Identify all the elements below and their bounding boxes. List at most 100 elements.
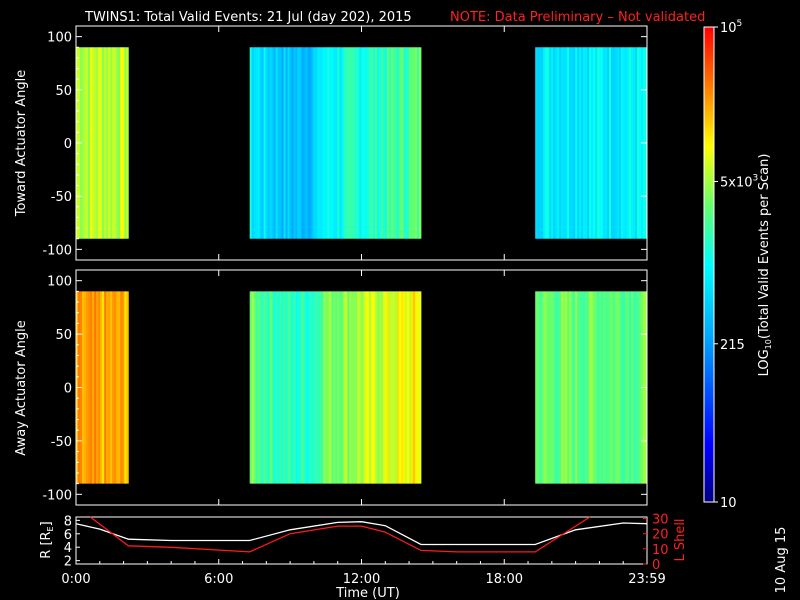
heatmap-column	[635, 291, 638, 484]
heatmap-column	[275, 291, 278, 484]
heatmap-column	[613, 47, 616, 239]
heatmap-column	[569, 291, 572, 484]
heatmap-column	[577, 291, 580, 484]
heatmap-column	[329, 291, 332, 484]
heatmap-column	[399, 291, 402, 484]
heatmap-column	[399, 47, 402, 239]
heatmap-column	[82, 291, 85, 484]
heatmap-column	[100, 291, 103, 484]
heatmap-column	[283, 47, 286, 239]
heatmap-column	[629, 47, 632, 239]
heatmap-column	[617, 47, 620, 239]
heatmap-column	[393, 291, 396, 484]
x-tick-label: 0:00	[61, 572, 90, 587]
heatmap-column	[589, 291, 592, 484]
toward-y-ticks: 100 50 0 -50 -100	[42, 26, 648, 260]
heatmap-column	[381, 291, 384, 484]
heatmap-column	[591, 291, 594, 484]
heatmap-column	[363, 291, 366, 484]
heatmap-column	[295, 47, 298, 239]
heatmap-column	[100, 47, 103, 239]
heatmap-column	[535, 47, 538, 239]
heatmap-column	[401, 291, 404, 484]
heatmap-column	[623, 47, 626, 239]
heatmap-column	[307, 291, 310, 484]
heatmap-column	[317, 291, 320, 484]
heatmap-column	[92, 291, 95, 484]
y-tick-label: 50	[55, 328, 72, 343]
heatmap-column	[301, 47, 304, 239]
heatmap-column	[633, 47, 636, 239]
heatmap-column	[341, 47, 344, 239]
heatmap-column	[277, 47, 280, 239]
heatmap-column	[122, 291, 125, 484]
heatmap-column	[263, 291, 267, 484]
heatmap-column	[601, 47, 604, 239]
preliminary-note: NOTE: Data Preliminary – Not validated	[450, 10, 705, 25]
heatmap-column	[407, 291, 410, 484]
heatmap-column	[267, 47, 270, 239]
heatmap-column	[124, 47, 127, 239]
heatmap-column	[631, 291, 634, 484]
heatmap-column	[287, 47, 290, 239]
heatmap-column	[110, 47, 113, 239]
heatmap-column	[307, 47, 310, 239]
heatmap-column	[271, 47, 274, 239]
heatmap-column	[385, 291, 388, 484]
heatmap-column	[279, 47, 282, 239]
heatmap-column	[339, 291, 342, 484]
heatmap-column	[397, 291, 400, 484]
heatmap-column	[112, 47, 115, 239]
lshell-tick-label: 20	[652, 528, 669, 543]
heatmap-column	[551, 47, 554, 239]
heatmap-column	[271, 291, 274, 484]
heatmap-column	[583, 47, 586, 239]
x-tick-label: 23:59	[628, 572, 665, 587]
heatmap-column	[345, 47, 348, 239]
heatmap-column	[305, 291, 308, 484]
heatmap-column	[549, 47, 552, 239]
lshell-tick-label: 0	[652, 558, 660, 573]
heatmap-column	[379, 291, 382, 484]
heatmap-column	[569, 47, 572, 239]
heatmap-column	[118, 291, 121, 484]
heatmap-column	[283, 291, 286, 484]
heatmap-column	[331, 47, 334, 239]
heatmap-column	[357, 47, 360, 239]
heatmap-column	[605, 291, 608, 484]
heatmap-column	[285, 47, 288, 239]
heatmap-column	[104, 47, 107, 239]
heatmap-column	[94, 47, 97, 239]
heatmap-column	[343, 47, 346, 239]
heatmap-column	[611, 47, 614, 239]
heatmap-column	[253, 291, 257, 484]
heatmap-column	[375, 47, 378, 239]
heatmap-column	[114, 291, 117, 484]
heatmap-column	[327, 291, 330, 484]
colorbar-tick-label: 10	[720, 496, 737, 511]
heatmap-column	[98, 47, 101, 239]
lshell-tick-label: 30	[652, 513, 669, 528]
heatmap-column	[627, 291, 630, 484]
heatmap-column	[299, 291, 302, 484]
heatmap-column	[88, 47, 91, 239]
heatmap-column	[273, 291, 276, 484]
heatmap-column	[371, 47, 374, 239]
heatmap-column	[309, 291, 312, 484]
heatmap-column	[623, 291, 626, 484]
heatmap-column	[407, 47, 410, 239]
heatmap-column	[597, 291, 600, 484]
heatmap-column	[120, 47, 123, 239]
heatmap-column	[415, 291, 418, 484]
heatmap-column	[579, 291, 582, 484]
heatmap-column	[555, 47, 558, 239]
heatmap-column	[547, 47, 550, 239]
heatmap-column	[381, 47, 384, 239]
colorbar-tick-label: 105	[720, 19, 742, 36]
heatmap-column	[573, 47, 576, 239]
heatmap-column	[118, 47, 121, 239]
heatmap-column	[387, 47, 390, 239]
heatmap-column	[613, 291, 616, 484]
y-tick-label: -50	[51, 435, 72, 450]
heatmap-column	[539, 47, 542, 239]
